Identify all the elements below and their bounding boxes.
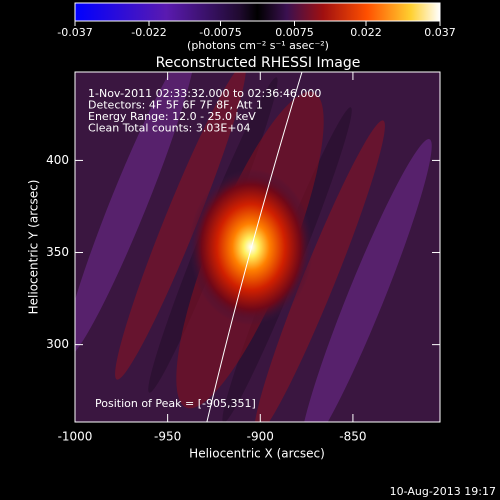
y-axis-label: Heliocentric Y (arcsec) — [27, 180, 41, 315]
annotation: Energy Range: 12.0 - 25.0 keV — [88, 110, 256, 123]
x-tick-label: -950 — [154, 430, 181, 444]
colorbar-tick-label: 0.022 — [350, 26, 382, 39]
colorbar-tick-label: 0.037 — [424, 26, 456, 39]
annotation: Clean Total counts: 3.03E+04 — [88, 122, 251, 135]
x-tick-label: -1000 — [58, 430, 93, 444]
colorbar-label: (photons cm⁻² s⁻¹ asec⁻²) — [187, 39, 329, 52]
peak-label: Position of Peak = [-905,351] — [95, 397, 256, 410]
colorbar-tick-label: -0.0075 — [199, 26, 241, 39]
y-tick-label: 300 — [46, 337, 69, 351]
colorbar — [74, 2, 441, 22]
y-tick-label: 400 — [46, 153, 69, 167]
footer: 10-Aug-2013 19:17 — [390, 485, 496, 498]
annotations: 1-Nov-2011 02:33:32.000 to 02:36:46.000D… — [88, 87, 321, 135]
x-tick-label: -850 — [339, 430, 366, 444]
colorbar-ticks: -0.037 -0.022 -0.0075 0.0075 0.022 0.037 — [57, 21, 456, 39]
y-tick-label: 350 — [46, 245, 69, 259]
colorbar-tick-label: 0.0075 — [275, 26, 314, 39]
chart-title: Reconstructed RHESSI Image — [156, 55, 361, 71]
colorbar-tick-label: -0.037 — [57, 26, 92, 39]
colorbar-tick-label: -0.022 — [131, 26, 166, 39]
annotation: Detectors: 4F 5F 6F 7F 8F, Att 1 — [88, 99, 263, 112]
x-axis-label: Heliocentric X (arcsec) — [189, 447, 325, 461]
annotation: 1-Nov-2011 02:33:32.000 to 02:36:46.000 — [88, 87, 321, 100]
x-tick-label: -900 — [247, 430, 274, 444]
plot-frame — [74, 71, 441, 423]
image — [75, 72, 440, 422]
